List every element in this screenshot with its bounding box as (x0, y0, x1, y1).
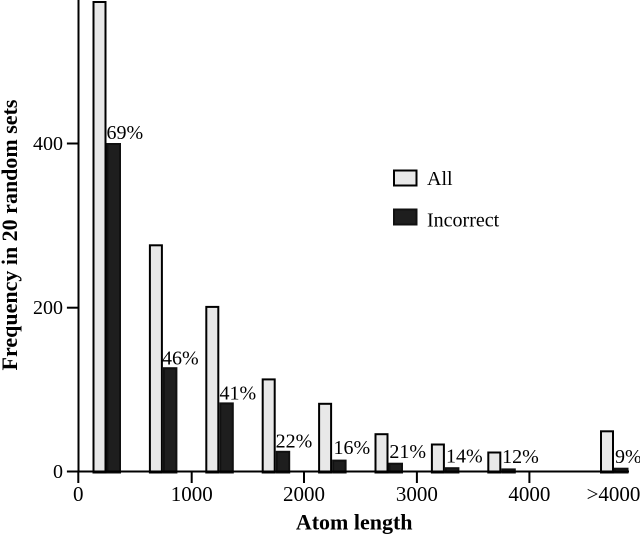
svg-text:46%: 46% (162, 347, 199, 369)
svg-text:0: 0 (53, 461, 63, 483)
svg-text:0: 0 (73, 482, 84, 506)
svg-text:3000: 3000 (396, 482, 438, 506)
svg-text:12%: 12% (502, 446, 539, 468)
svg-text:4000: 4000 (508, 482, 550, 506)
svg-text:9%: 9% (615, 446, 640, 468)
svg-text:All: All (427, 168, 453, 190)
svg-text:Incorrect: Incorrect (427, 210, 500, 232)
svg-text:14%: 14% (446, 446, 483, 468)
svg-text:41%: 41% (220, 383, 257, 405)
svg-text:1000: 1000 (171, 482, 213, 506)
svg-text:>4000: >4000 (587, 482, 640, 506)
svg-text:400: 400 (33, 133, 63, 155)
svg-text:16%: 16% (334, 437, 371, 459)
svg-text:Frequency in 20 random sets: Frequency in 20 random sets (0, 99, 22, 370)
svg-text:200: 200 (33, 297, 63, 319)
svg-text:Atom length: Atom length (296, 510, 413, 535)
svg-text:69%: 69% (107, 122, 144, 144)
svg-text:22%: 22% (276, 430, 313, 452)
svg-text:21%: 21% (389, 441, 426, 463)
svg-text:2000: 2000 (283, 482, 325, 506)
